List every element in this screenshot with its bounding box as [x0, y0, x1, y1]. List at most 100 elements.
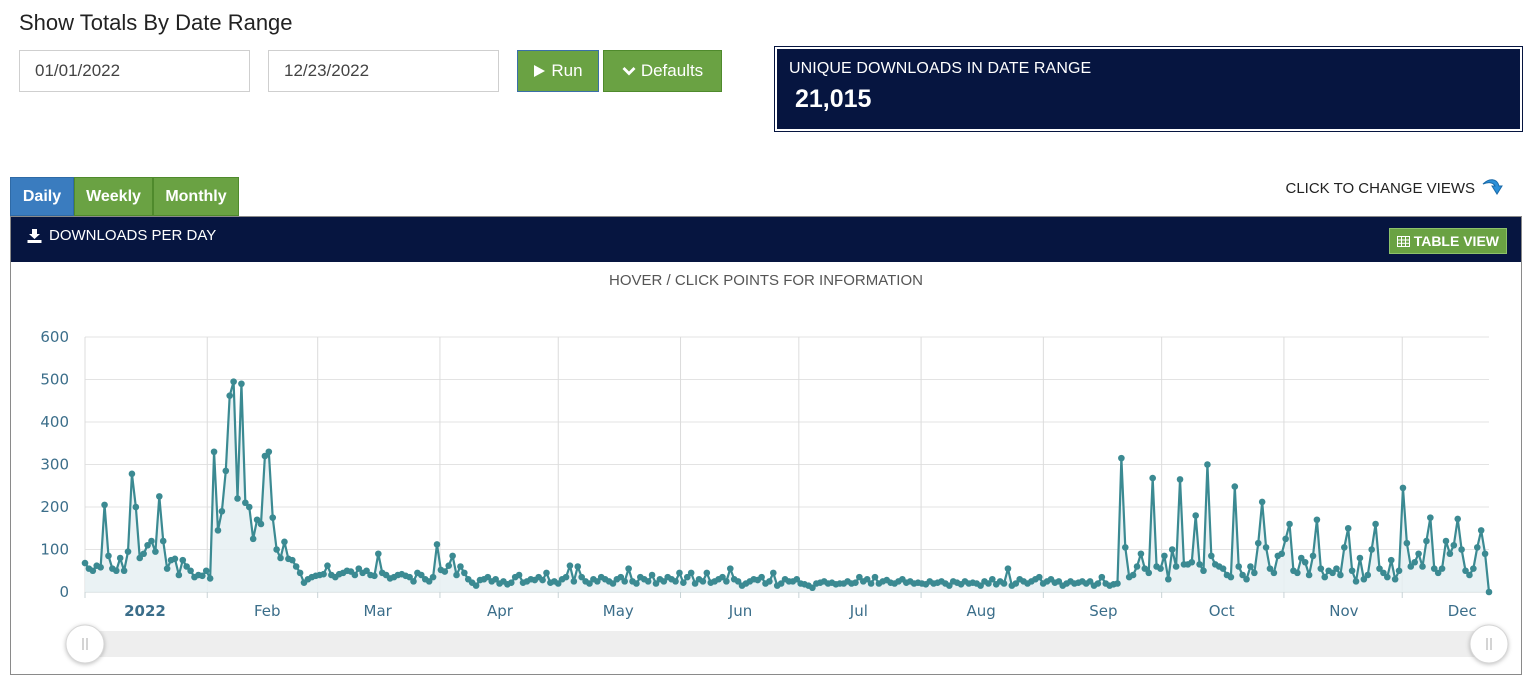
data-point — [1262, 544, 1270, 551]
x-tick-label: Jul — [849, 602, 868, 620]
data-point — [1321, 573, 1329, 581]
data-point — [1368, 546, 1375, 553]
x-tick-label: Sep — [1089, 602, 1117, 620]
data-point — [425, 578, 433, 585]
view-tabs: Daily Weekly Monthly — [10, 177, 239, 216]
unique-downloads-card: UNIQUE DOWNLOADS IN DATE RANGE 21,015 — [774, 46, 1523, 132]
data-point — [699, 578, 707, 585]
range-slider-right-handle[interactable] — [1469, 624, 1509, 664]
x-tick-label: Oct — [1209, 602, 1235, 620]
data-point — [652, 580, 660, 587]
data-point — [269, 514, 277, 521]
data-point — [617, 573, 625, 581]
data-point — [1282, 535, 1289, 543]
change-views-hint[interactable]: CLICK TO CHANGE VIEWS — [1286, 178, 1504, 198]
data-point — [977, 582, 984, 589]
data-point — [1458, 546, 1465, 553]
data-point — [570, 578, 578, 585]
data-point — [1200, 567, 1207, 575]
data-point — [292, 563, 300, 570]
data-point — [1161, 552, 1168, 560]
data-point — [1470, 565, 1477, 572]
data-point — [363, 567, 370, 575]
data-point — [1329, 569, 1336, 577]
tab-weekly[interactable]: Weekly — [74, 177, 153, 216]
data-point — [457, 563, 464, 570]
data-point — [719, 573, 726, 581]
y-tick-label: 400 — [40, 413, 69, 431]
data-point — [777, 580, 785, 587]
data-point — [222, 467, 230, 475]
data-point — [355, 565, 363, 572]
tab-daily[interactable]: Daily — [10, 177, 74, 216]
data-point — [230, 378, 237, 385]
data-point — [159, 537, 167, 545]
data-point — [1305, 571, 1313, 579]
download-icon — [27, 228, 42, 243]
data-point — [856, 573, 863, 581]
x-tick-label: Nov — [1329, 602, 1358, 620]
data-point — [793, 575, 801, 583]
data-point — [871, 573, 879, 581]
data-point — [989, 575, 996, 583]
data-point — [1188, 558, 1196, 566]
data-point — [507, 579, 515, 586]
data-point — [1000, 580, 1008, 587]
data-point — [171, 555, 179, 563]
data-point — [175, 571, 183, 579]
run-button[interactable]: Run — [517, 50, 599, 92]
data-point — [375, 550, 382, 558]
data-point — [277, 554, 284, 562]
chart-panel-header: DOWNLOADS PER DAY TABLE VIEW — [11, 217, 1521, 262]
data-point — [1360, 575, 1368, 583]
x-tick-label: Apr — [487, 602, 514, 620]
data-point — [594, 578, 601, 585]
table-view-label: TABLE VIEW — [1413, 233, 1499, 249]
range-slider-left-handle[interactable] — [65, 624, 105, 664]
data-point — [1121, 544, 1129, 551]
data-point — [89, 567, 97, 575]
data-point — [1145, 569, 1153, 577]
data-point — [199, 572, 206, 580]
data-point — [1266, 565, 1274, 572]
table-view-button[interactable]: TABLE VIEW — [1388, 228, 1507, 254]
data-point — [445, 562, 453, 569]
data-point — [249, 535, 257, 543]
data-point — [1434, 569, 1442, 577]
chart-panel-title: DOWNLOADS PER DAY — [27, 227, 216, 244]
data-point — [324, 562, 331, 569]
data-point — [261, 452, 269, 460]
unique-downloads-value: 21,015 — [795, 85, 872, 113]
data-point — [1137, 550, 1145, 558]
defaults-button[interactable]: Defaults — [603, 50, 722, 92]
data-point — [539, 576, 546, 584]
data-point — [320, 570, 327, 578]
data-point — [676, 569, 683, 577]
start-date-input[interactable] — [19, 50, 250, 92]
data-point — [1208, 552, 1215, 560]
data-point — [1442, 537, 1450, 545]
data-point — [1165, 575, 1172, 583]
data-point — [1114, 580, 1121, 587]
y-tick-label: 300 — [40, 456, 69, 474]
data-point — [273, 546, 280, 553]
data-point — [418, 571, 425, 579]
data-point — [1055, 578, 1063, 585]
data-point — [1384, 573, 1391, 581]
data-point — [1204, 461, 1211, 468]
end-date-input[interactable] — [268, 50, 499, 92]
data-point — [281, 538, 288, 546]
data-point — [265, 448, 273, 456]
tab-monthly[interactable]: Monthly — [153, 177, 239, 216]
data-point — [1419, 563, 1426, 570]
data-point — [132, 503, 140, 511]
data-point — [1231, 483, 1239, 490]
data-point — [1219, 565, 1227, 572]
change-views-label: CLICK TO CHANGE VIEWS — [1285, 179, 1476, 197]
data-point — [472, 582, 480, 589]
data-point — [1477, 527, 1485, 534]
data-point — [1423, 537, 1430, 545]
data-point — [245, 503, 253, 511]
data-point — [1450, 541, 1458, 549]
data-point — [625, 565, 632, 572]
